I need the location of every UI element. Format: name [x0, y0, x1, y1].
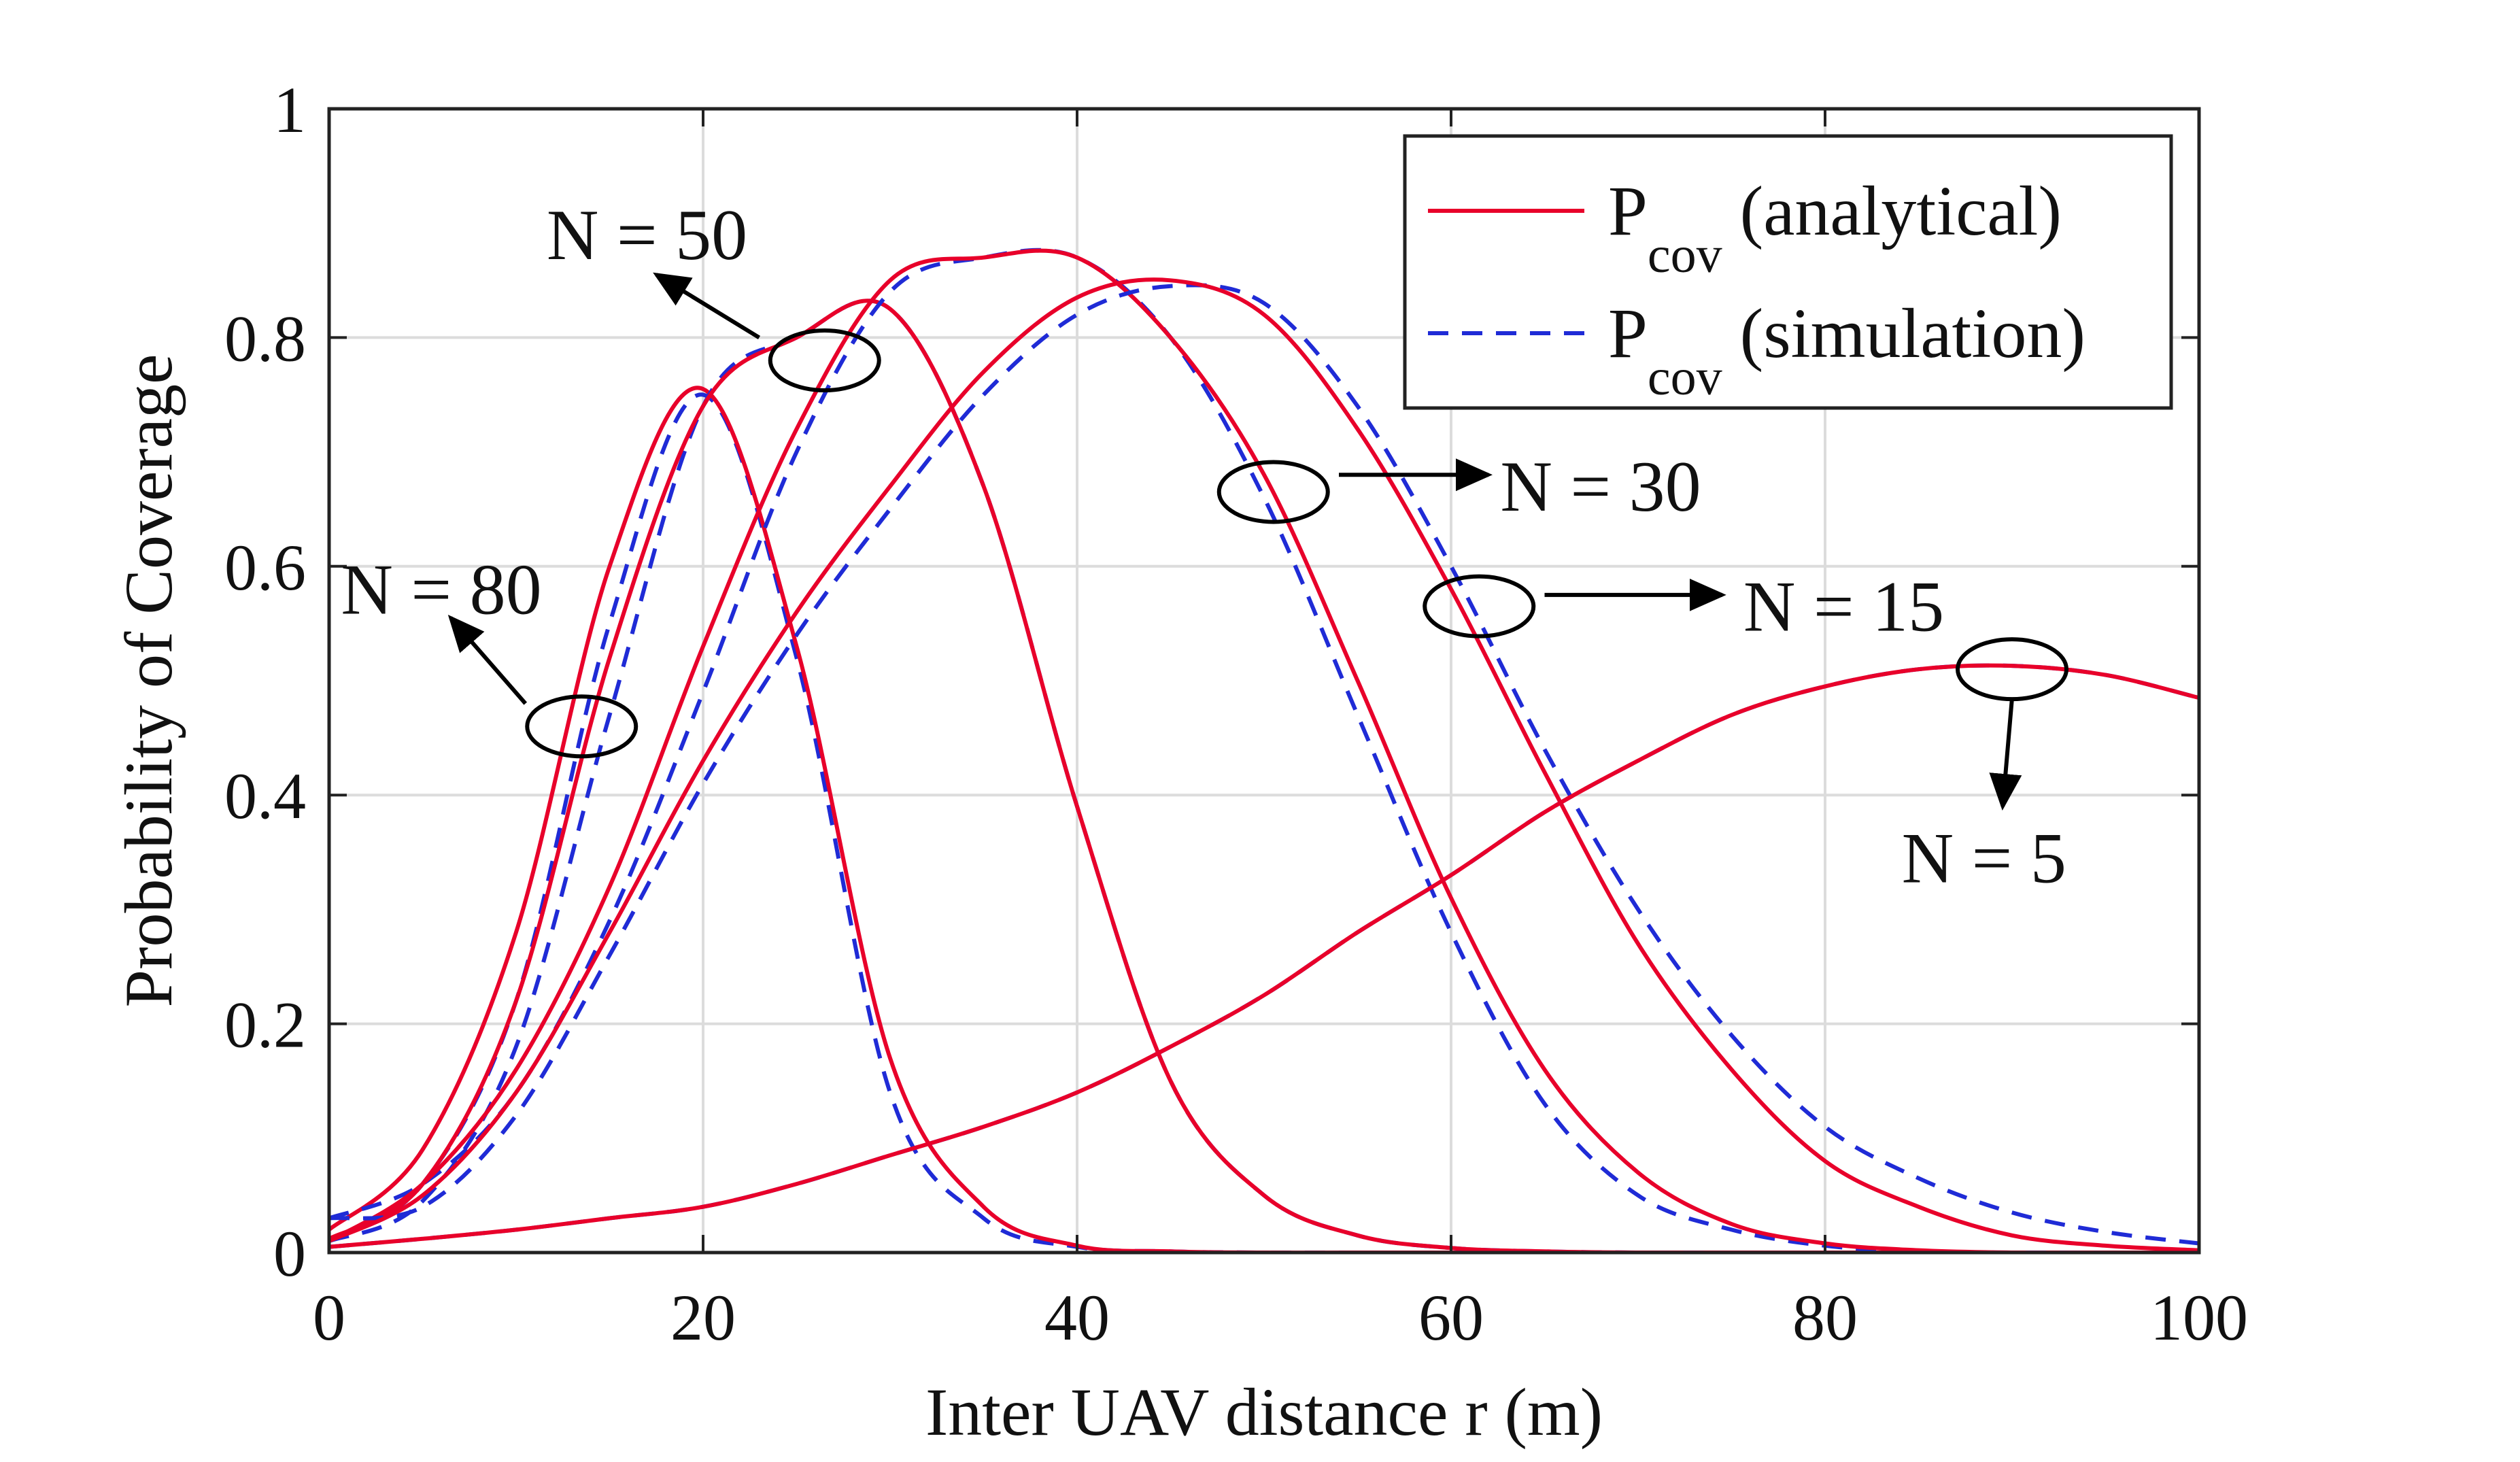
analytical-curve-n-50: [329, 299, 2199, 1253]
x-tick-label: 80: [1792, 1281, 1858, 1354]
legend: Pcov (analytical)Pcov (simulation): [1403, 134, 2173, 410]
annotation-arrow: [1989, 697, 2022, 811]
legend-label: Pcov (simulation): [1608, 294, 2085, 406]
annotation-label: N = 80: [341, 549, 541, 629]
annotation-ellipse: [525, 694, 638, 759]
analytical-curve-n-15: [329, 277, 2199, 1253]
annotation-ellipse: [1423, 574, 1536, 639]
annotation-ellipse: [1216, 460, 1330, 524]
y-tick-label: 0.2: [224, 989, 306, 1061]
y-tick-label: 0.4: [224, 760, 306, 832]
y-tick-label: 0.6: [224, 531, 306, 604]
curve-annotations: N = 80 N = 50 N = 30 N = 15 N = 5: [341, 195, 2068, 898]
annotation-label: N = 5: [1902, 819, 2066, 898]
y-tick-label: 1: [273, 73, 306, 146]
x-tick-label: 0: [313, 1281, 345, 1354]
plot-area-border: [327, 107, 2201, 1255]
y-axis-title: Probability of Coverage: [111, 354, 186, 1008]
analytical-curve-n-5: [329, 663, 2199, 1249]
simulation-curve-n-15: [329, 283, 2199, 1246]
y-tick-label: 0: [273, 1217, 306, 1290]
legend-label: Pcov (analytical): [1608, 172, 2062, 284]
x-tick-label: 60: [1418, 1281, 1484, 1354]
annotation-label: N = 30: [1500, 447, 1701, 526]
annotation-label: N = 50: [547, 195, 747, 275]
legend-box: [1403, 134, 2173, 410]
axis-ticks: [328, 107, 2200, 1254]
tick-labels: 0 20 40 60 80 100 0 0.2 0.4 0.6 0.8 1: [224, 73, 2248, 1354]
y-tick-label: 0.8: [224, 302, 306, 375]
annotation-arrow: [447, 614, 528, 705]
annotation-ellipse: [768, 328, 881, 393]
x-axis-title: Inter UAV distance r (m): [925, 1374, 1603, 1450]
x-tick-label: 40: [1044, 1281, 1110, 1354]
x-tick-label: 100: [2150, 1281, 2248, 1354]
annotation-arrow: [653, 272, 761, 339]
x-tick-label: 20: [670, 1281, 736, 1354]
annotation-label: N = 15: [1743, 567, 1944, 647]
